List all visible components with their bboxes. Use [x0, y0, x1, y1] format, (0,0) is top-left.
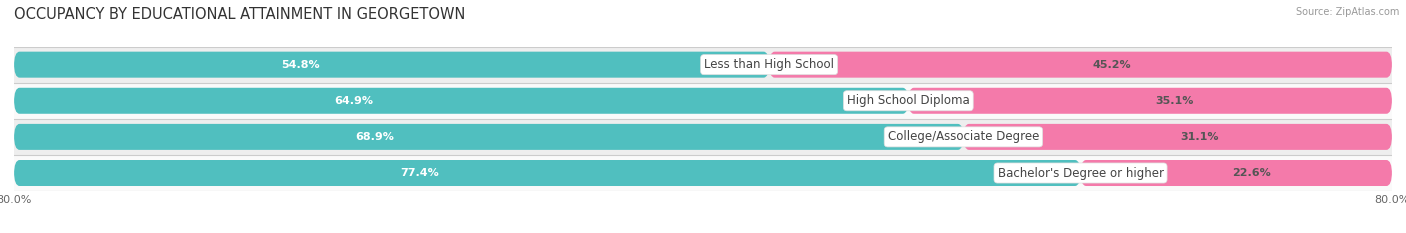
FancyBboxPatch shape — [963, 124, 1392, 150]
Text: 22.6%: 22.6% — [1233, 168, 1271, 178]
Text: 35.1%: 35.1% — [1156, 96, 1194, 106]
FancyBboxPatch shape — [14, 88, 908, 114]
Text: Source: ZipAtlas.com: Source: ZipAtlas.com — [1295, 7, 1399, 17]
FancyBboxPatch shape — [14, 160, 1081, 186]
Text: College/Associate Degree: College/Associate Degree — [887, 130, 1039, 143]
FancyBboxPatch shape — [1081, 160, 1392, 186]
FancyBboxPatch shape — [908, 88, 1392, 114]
Text: 31.1%: 31.1% — [1180, 132, 1219, 142]
Text: Less than High School: Less than High School — [704, 58, 834, 71]
Text: 45.2%: 45.2% — [1092, 60, 1130, 70]
Bar — [14, 119, 1392, 155]
Text: 64.9%: 64.9% — [335, 96, 374, 106]
Text: 68.9%: 68.9% — [356, 132, 394, 142]
Text: Bachelor's Degree or higher: Bachelor's Degree or higher — [997, 167, 1164, 179]
Text: 77.4%: 77.4% — [399, 168, 439, 178]
Text: OCCUPANCY BY EDUCATIONAL ATTAINMENT IN GEORGETOWN: OCCUPANCY BY EDUCATIONAL ATTAINMENT IN G… — [14, 7, 465, 22]
Bar — [14, 83, 1392, 119]
FancyBboxPatch shape — [14, 52, 769, 78]
Bar — [14, 47, 1392, 83]
Bar — [14, 155, 1392, 191]
Text: 54.8%: 54.8% — [281, 60, 321, 70]
FancyBboxPatch shape — [14, 124, 963, 150]
FancyBboxPatch shape — [769, 52, 1392, 78]
Text: High School Diploma: High School Diploma — [846, 94, 970, 107]
